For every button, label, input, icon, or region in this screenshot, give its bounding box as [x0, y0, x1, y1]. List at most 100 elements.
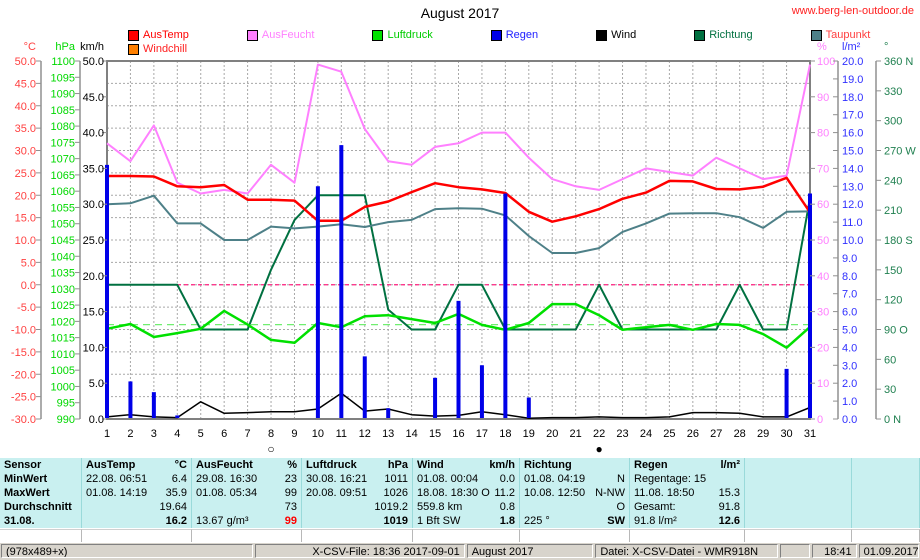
legend-item-austemp: AusTemp	[128, 29, 189, 41]
axis-tick-label-temp: -10.0	[11, 325, 36, 337]
legend-stack-austemp-windchill: AusTemp Windchill	[128, 29, 189, 55]
axis-tick-label-press: 1055	[51, 202, 75, 214]
table-header-cell	[852, 458, 919, 472]
table-cell: 30.08. 16:21 1011	[306, 473, 408, 485]
axis-tick-label-rain: 11.0	[842, 217, 863, 229]
legend-label: Richtung	[709, 29, 753, 41]
table-cell: O	[616, 501, 625, 513]
axis-tick-label-hum: 100	[817, 56, 835, 68]
axis-tick-label-press: 1010	[51, 349, 75, 361]
axis-tick-label-temp: 15.0	[15, 213, 36, 225]
axis-tick-label-temp: -20.0	[11, 369, 36, 381]
table-cell: 13.67 g/m³ 99	[196, 515, 297, 527]
table-row-label: Durchschnitt	[4, 501, 72, 513]
table-footer-cell	[852, 529, 920, 542]
legend-label: AusFeucht	[261, 29, 315, 41]
axis-tick-label-press: 1070	[51, 154, 75, 166]
table-column-sensor: Sensor MinWert MaxWert Durchschnitt 31.08.	[0, 458, 82, 528]
axis-tick-label-dir: 120	[884, 295, 902, 307]
legend-item-windchill: Windchill	[128, 43, 189, 55]
axis-tick-label-hum: 20	[817, 342, 829, 354]
axis-tick-label-press: 995	[57, 398, 75, 410]
website-link[interactable]: www.berg-len-outdoor.de	[791, 5, 914, 17]
table-cell: 225 ° SW	[524, 515, 625, 527]
axis-tick-label-press: 1000	[51, 381, 75, 393]
axis-unit-dir: °	[884, 41, 888, 53]
legend-item-richtung: Richtung	[694, 29, 753, 41]
axis-tick-label-rain: 0.0	[842, 414, 857, 426]
x-axis-day-label: 3	[151, 428, 157, 440]
table-cell: 91.8 l/m² 12.6	[634, 515, 740, 527]
axis-tick-label-wind: 40.0	[83, 128, 104, 140]
axis-tick-label-rain: 3.0	[842, 360, 857, 372]
axis-tick-label-dir: 270 W	[884, 146, 916, 158]
x-axis-day-label: 8	[268, 428, 274, 440]
chart-legend: AusTemp Windchill AusFeucht Luftdruck Regen W…	[128, 29, 870, 55]
axis-tick-label-rain: 18.0	[842, 92, 863, 104]
legend-swatch-richtung	[694, 29, 706, 41]
table-row-label: MinWert	[4, 473, 48, 485]
axis-tick-label-temp: 10.0	[15, 235, 36, 247]
table-column-wind: Wind km/h 01.08. 00:04 0.0 18.08. 18:30 O 11.…	[413, 458, 520, 528]
table-header-cell: Luftdruck hPa	[306, 459, 408, 471]
axis-tick-label-rain: 19.0	[842, 74, 863, 86]
axis-tick-label-temp: -5.0	[17, 302, 36, 314]
legend-swatch-austemp	[128, 29, 139, 41]
table-footer-cell	[192, 529, 302, 542]
axis-tick-label-rain: 4.0	[842, 342, 857, 354]
table-cell: 73	[284, 501, 297, 513]
axis-unit-temp: °C	[24, 41, 36, 53]
x-axis-day-label: 30	[780, 428, 792, 440]
table-cell	[852, 472, 919, 486]
table-cell: 1 Bft SW 1.8	[417, 515, 515, 527]
x-axis-day-label: 7	[245, 428, 251, 440]
axis-tick-label-rain: 20.0	[842, 56, 863, 68]
axis-tick-label-press: 1085	[51, 105, 75, 117]
table-column-luftdruck: Luftdruck hPa 30.08. 16:21 1011 20.08. 09:51…	[302, 458, 413, 528]
legend-item-wind: Wind	[596, 29, 636, 41]
x-axis-day-label: 2	[127, 428, 133, 440]
x-axis-day-label: 11	[336, 428, 347, 440]
table-header-cell: Richtung	[524, 459, 572, 471]
axis-tick-label-wind: 0.0	[89, 414, 104, 426]
axis-tick-label-rain: 16.0	[842, 128, 863, 140]
axis-tick-label-temp: 50.0	[15, 56, 36, 68]
series-line-austemp	[107, 174, 812, 223]
axis-tick-label-wind: 10.0	[83, 342, 104, 354]
axis-tick-label-press: 1040	[51, 251, 75, 263]
x-axis-day-label: 17	[476, 428, 488, 440]
x-axis-day-label: 25	[663, 428, 675, 440]
axis-tick-label-rain: 1.0	[842, 396, 857, 408]
table-cell: 559.8 km 0.8	[417, 501, 515, 513]
axis-tick-label-hum: 70	[817, 163, 829, 175]
axis-tick-label-dir: 0 N	[884, 414, 901, 426]
axis-tick-label-wind: 5.0	[89, 378, 104, 390]
axis-unit-wind: km/h	[80, 41, 104, 53]
axis-tick-label-press: 1050	[51, 219, 75, 231]
table-header-cell	[745, 458, 851, 472]
legend-label: Taupunkt	[825, 29, 871, 41]
axis-tick-label-rain: 14.0	[842, 163, 863, 175]
axis-tick-label-press: 1100	[51, 56, 75, 68]
axis-tick-label-press: 990	[57, 414, 75, 426]
axis-tick-label-press: 1080	[51, 121, 75, 133]
table-column-empty	[745, 458, 852, 528]
axis-tick-label-press: 1015	[51, 333, 75, 345]
axis-tick-label-dir: 240	[884, 175, 902, 187]
legend-swatch-luftdruck	[372, 29, 384, 41]
table-header-cell: AusFeucht%	[196, 459, 297, 471]
axis-tick-label-temp: -15.0	[11, 347, 36, 359]
axis-tick-label-temp: 20.0	[15, 190, 36, 202]
x-axis-day-label: 18	[499, 428, 511, 440]
axis-tick-label-dir: 210	[884, 205, 902, 217]
moon-phase-symbol: ○	[267, 442, 274, 456]
series-line-ausfeucht	[106, 63, 811, 195]
axis-tick-label-rain: 12.0	[842, 199, 863, 211]
x-axis-day-label: 31	[804, 428, 816, 440]
legend-item-regen: Regen	[490, 29, 538, 41]
table-footer-cell	[302, 529, 413, 542]
table-header-cell: AusTemp °C	[86, 459, 187, 471]
axis-tick-label-press: 1075	[51, 137, 75, 149]
table-footer-cell	[520, 529, 630, 542]
